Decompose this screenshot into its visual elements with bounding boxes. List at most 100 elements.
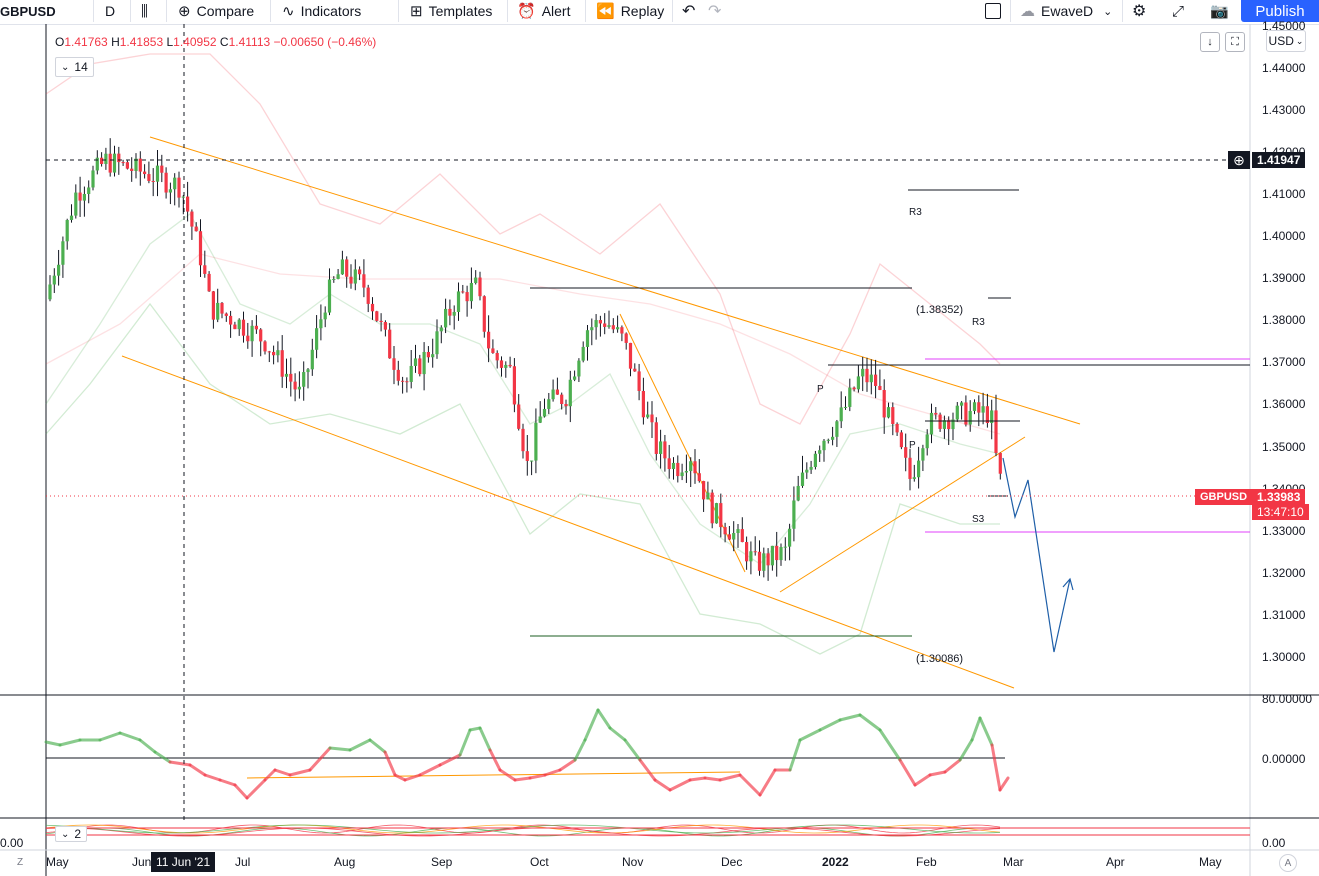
osc-segment	[878, 728, 902, 762]
auto-label: A	[1284, 857, 1292, 869]
candle-body	[186, 196, 190, 212]
candle-body	[117, 153, 121, 163]
fullscreen-button[interactable]: ⤢	[1172, 0, 1184, 22]
horizontal-levels[interactable]	[530, 189, 1250, 653]
osc-segment	[543, 768, 562, 777]
candle-body	[998, 452, 1002, 474]
chart-canvas[interactable]	[0, 24, 1319, 876]
divider	[398, 0, 399, 22]
chevron-down-icon: ⌄	[61, 61, 70, 73]
alert-button[interactable]: ⏰ Alert	[517, 0, 570, 22]
indicators-button[interactable]: ∿ Indicators	[282, 0, 361, 22]
candle-body	[792, 500, 796, 529]
candle-body	[839, 407, 843, 422]
open-value: 1.41763	[64, 35, 108, 49]
zoom-toggle[interactable]: Z	[12, 854, 28, 870]
maximize-pane-button[interactable]: ⛶	[1225, 32, 1245, 52]
candle-body	[69, 215, 74, 221]
settings-button[interactable]: ⚙	[1132, 0, 1146, 22]
lower-indicator-line	[45, 824, 1001, 834]
candle-body	[917, 460, 921, 478]
candle-body	[908, 457, 912, 479]
time-tick: Feb	[916, 855, 937, 869]
camera-icon: 📷	[1210, 3, 1229, 20]
osc-segment	[788, 738, 802, 772]
candle-body	[224, 313, 228, 316]
lower-indicator-pane	[45, 824, 1250, 837]
currency-selector[interactable]: USD ⌄	[1266, 30, 1306, 52]
candle-body	[921, 448, 925, 461]
symbol-search[interactable]: GBPUSD	[0, 0, 56, 22]
candle-body	[534, 422, 538, 461]
candle-body	[392, 358, 396, 370]
candle-body	[327, 279, 332, 313]
layout-square-button[interactable]	[985, 0, 1001, 22]
candle-body	[396, 369, 400, 381]
currency-label: USD	[1268, 34, 1294, 48]
candle-body	[310, 349, 314, 370]
candle-body	[138, 158, 142, 172]
candle-body	[633, 368, 637, 372]
templates-button[interactable]: ⊞ Templates	[410, 0, 492, 22]
candle-body	[52, 275, 56, 285]
candle-body	[624, 333, 628, 343]
candle-body	[542, 408, 547, 417]
redo-button[interactable]: ↷	[708, 0, 721, 22]
h-label: H	[111, 35, 120, 49]
candle-body	[82, 194, 86, 201]
replay-button[interactable]: ⏪ Replay	[596, 0, 664, 22]
snapshot-button[interactable]: 📷	[1210, 0, 1229, 22]
candle-body	[512, 366, 516, 405]
channel-line	[149, 136, 1081, 425]
time-tick: May	[46, 855, 69, 869]
candle-body	[568, 379, 572, 407]
interval-button[interactable]: D	[105, 0, 115, 22]
replay-label: Replay	[620, 3, 665, 19]
candle-body	[168, 189, 172, 193]
osc-segment	[458, 728, 472, 757]
osc-segment	[943, 758, 962, 774]
candle-body	[499, 360, 504, 368]
osc-segment	[758, 768, 777, 797]
price-tick: 1.32000	[1262, 565, 1306, 580]
gear-icon: ⚙	[1132, 3, 1147, 20]
candle-body	[538, 416, 542, 423]
osc-segment	[403, 773, 422, 782]
candle-body	[95, 157, 99, 171]
candle-body	[960, 402, 964, 406]
osc-segment	[308, 746, 332, 772]
undo-button[interactable]: ↶	[682, 0, 695, 22]
osc-segment	[978, 716, 994, 747]
auto-scale-toggle[interactable]: A	[1279, 854, 1297, 872]
osc-segment	[138, 738, 157, 754]
studies-toggle[interactable]: ⌄ 14	[55, 57, 94, 77]
osc-segment	[738, 773, 762, 797]
chevron-down-icon: ⌄	[1103, 5, 1113, 18]
candle-body	[121, 162, 125, 164]
band-line	[45, 213, 1001, 565]
templates-label: Templates	[428, 3, 493, 19]
symbol-label: GBPUSD	[0, 3, 56, 19]
lower-tick-left: 0.00	[0, 836, 24, 850]
trend-channel-lines[interactable]	[121, 136, 1081, 779]
add-alert-plus-icon[interactable]: ⊕	[1228, 151, 1250, 169]
time-tick: May	[1199, 855, 1222, 869]
candle-body	[736, 529, 740, 534]
publish-button[interactable]: Publish	[1241, 0, 1319, 22]
candle-body	[91, 170, 95, 188]
c-label: C	[219, 35, 229, 49]
candle-body	[912, 477, 916, 479]
candle-body	[340, 259, 344, 275]
chart-type-button[interactable]: ⫼	[141, 0, 154, 22]
candle-body	[697, 473, 701, 482]
lower-studies-toggle[interactable]: ⌄ 2	[55, 826, 88, 842]
layout-name-button[interactable]: ☁ EwaveD ⌄	[1020, 0, 1112, 22]
compare-button[interactable]: ⊕ Compare	[178, 0, 254, 22]
candle-body	[594, 320, 598, 328]
time-tick: Aug	[334, 855, 356, 869]
candle-body	[560, 394, 564, 404]
divider	[672, 0, 673, 22]
osc-segment	[58, 738, 82, 747]
divider	[1010, 0, 1011, 22]
arrow-down-button[interactable]: ↓	[1200, 32, 1220, 52]
